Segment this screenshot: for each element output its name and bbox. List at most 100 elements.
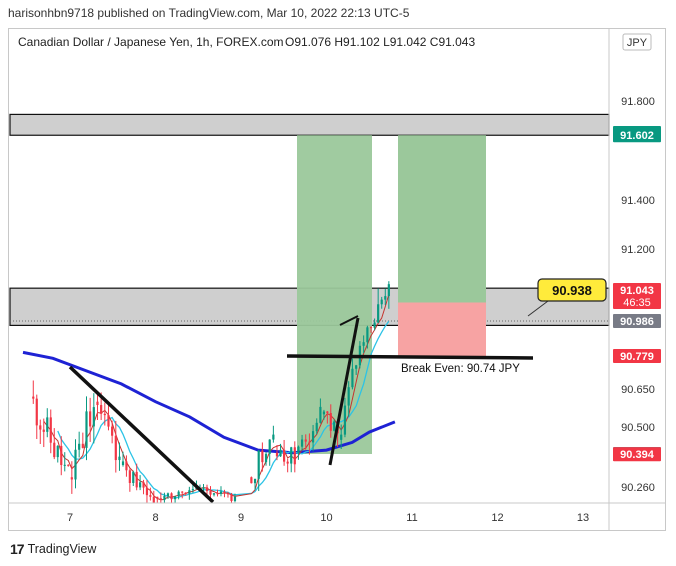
candle[interactable] — [70, 461, 73, 494]
candle[interactable] — [85, 396, 88, 461]
candle[interactable] — [257, 449, 260, 492]
candle[interactable] — [177, 490, 180, 500]
slow-moving-average-line[interactable] — [22, 350, 396, 455]
candle[interactable] — [103, 402, 106, 426]
candle[interactable] — [366, 325, 369, 349]
candle[interactable] — [362, 335, 365, 354]
break-even-line[interactable] — [286, 354, 534, 360]
candle[interactable] — [347, 381, 350, 417]
candle[interactable] — [384, 288, 387, 306]
candle[interactable] — [293, 441, 296, 473]
candle[interactable] — [380, 296, 383, 309]
candle[interactable] — [340, 424, 343, 450]
candle[interactable] — [212, 492, 216, 497]
candle[interactable] — [81, 432, 84, 449]
candle[interactable] — [223, 489, 226, 498]
candle[interactable] — [286, 458, 289, 473]
candle[interactable] — [39, 419, 42, 445]
candle[interactable] — [315, 418, 318, 435]
candle[interactable] — [145, 479, 149, 503]
zone-resistance[interactable] — [9, 113, 610, 136]
candle[interactable] — [74, 439, 77, 489]
candle[interactable] — [387, 281, 390, 309]
candle[interactable] — [297, 445, 300, 460]
candle[interactable] — [283, 439, 286, 466]
candle[interactable] — [319, 398, 322, 424]
candle[interactable] — [89, 397, 92, 442]
candle[interactable] — [329, 404, 332, 438]
candle[interactable] — [333, 419, 336, 432]
candle[interactable] — [60, 436, 63, 476]
candle[interactable] — [230, 492, 233, 503]
candle[interactable] — [156, 496, 159, 503]
candle[interactable] — [53, 428, 56, 460]
candle[interactable] — [272, 425, 275, 443]
candle[interactable] — [159, 492, 162, 503]
candle[interactable] — [250, 476, 253, 484]
tradingview-brand[interactable]: 17 TradingView — [10, 541, 96, 557]
candle[interactable] — [351, 358, 354, 390]
candle[interactable] — [135, 463, 138, 491]
candle[interactable] — [56, 445, 59, 463]
candle[interactable] — [290, 446, 293, 473]
uptrend-line[interactable] — [328, 317, 360, 466]
candle[interactable] — [311, 424, 315, 452]
candle[interactable] — [264, 451, 268, 466]
candle[interactable] — [300, 434, 304, 451]
candle[interactable] — [369, 326, 373, 333]
candle[interactable] — [142, 479, 145, 495]
candle[interactable] — [163, 492, 166, 503]
candle[interactable] — [49, 409, 52, 454]
candle[interactable] — [219, 486, 223, 497]
candle[interactable] — [343, 397, 347, 438]
candle[interactable] — [46, 408, 49, 438]
candle[interactable] — [326, 410, 329, 424]
candle[interactable] — [188, 486, 191, 500]
candle[interactable] — [209, 486, 212, 499]
candle[interactable] — [184, 492, 187, 496]
candle[interactable] — [173, 495, 177, 503]
candle[interactable] — [373, 318, 376, 331]
candle[interactable] — [118, 442, 121, 471]
candle[interactable] — [322, 409, 326, 420]
candle[interactable] — [78, 431, 81, 458]
candle[interactable] — [67, 464, 70, 467]
candle[interactable] — [304, 434, 307, 450]
candle[interactable] — [279, 443, 282, 457]
candle[interactable] — [63, 452, 66, 472]
downtrend-line[interactable] — [68, 365, 215, 504]
candle[interactable] — [170, 492, 173, 503]
candle[interactable] — [261, 442, 264, 472]
position-loss-zone[interactable] — [398, 302, 486, 359]
candle[interactable] — [377, 288, 380, 324]
candle[interactable] — [121, 451, 125, 467]
mid-moving-average-line[interactable] — [43, 294, 390, 501]
candle[interactable] — [152, 490, 155, 503]
candle[interactable] — [111, 420, 114, 444]
position-profit-zone[interactable] — [398, 135, 486, 303]
candle[interactable] — [181, 491, 184, 499]
long-position-profit-zone[interactable] — [297, 135, 372, 454]
candle[interactable] — [35, 394, 38, 440]
currency-badge[interactable]: JPY — [622, 33, 652, 51]
candle[interactable] — [92, 393, 95, 444]
candle[interactable] — [107, 403, 110, 431]
candle[interactable] — [125, 455, 128, 477]
candle[interactable] — [128, 468, 131, 492]
candle[interactable] — [139, 475, 142, 491]
candle[interactable] — [308, 433, 311, 455]
candle[interactable] — [42, 418, 45, 448]
candle[interactable] — [268, 439, 271, 466]
candle[interactable] — [132, 470, 135, 486]
candle[interactable] — [226, 491, 230, 498]
candle[interactable] — [32, 380, 35, 404]
candle[interactable] — [114, 420, 117, 473]
candle[interactable] — [355, 364, 358, 375]
candle[interactable] — [96, 391, 99, 420]
candle[interactable] — [216, 489, 219, 497]
candle[interactable] — [149, 487, 152, 501]
candle[interactable] — [253, 478, 257, 490]
candle[interactable] — [275, 445, 279, 461]
candle[interactable] — [233, 493, 237, 503]
